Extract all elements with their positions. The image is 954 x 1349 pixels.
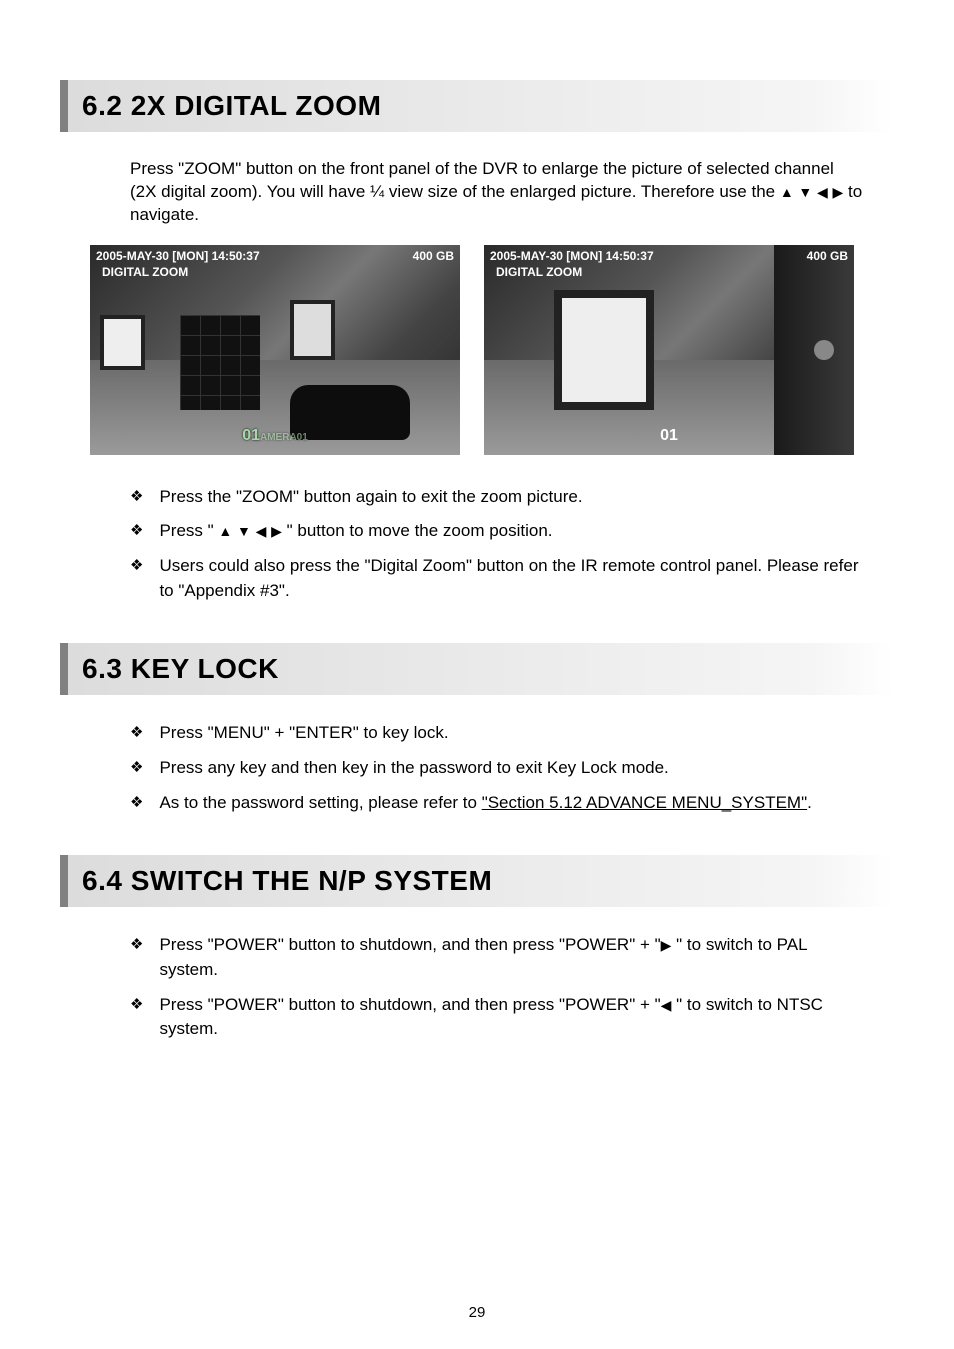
list-item: ❖ Press " ▲ ▼ ◀ ▶ " button to move the z… (130, 519, 864, 544)
list-item: ❖ Press any key and then key in the pass… (130, 756, 864, 781)
osd-mode-label: DIGITAL ZOOM (496, 265, 582, 279)
bullet-pre: Press "POWER" button to shutdown, and th… (159, 995, 660, 1014)
screenshot-shelf-icon (180, 315, 260, 410)
osd-capacity: 400 GB (807, 249, 848, 263)
list-item: ❖ Press the "ZOOM" button again to exit … (130, 485, 864, 510)
section-heading-zoom: 6.2 2X DIGITAL ZOOM (60, 80, 894, 132)
zoom-intro-paragraph: Press "ZOOM" button on the front panel o… (130, 158, 864, 227)
heading-np-text: 6.4 SWITCH THE N/P SYSTEM (82, 865, 880, 897)
bullet-text: Users could also press the "Digital Zoom… (159, 554, 864, 603)
screenshot-knob-icon (814, 340, 834, 360)
bullet-icon: ❖ (130, 485, 143, 509)
screenshot-right: 2005-MAY-30 [MON] 14:50:37 400 GB DIGITA… (484, 245, 854, 455)
screenshot-frame-icon (554, 290, 654, 410)
list-item: ❖ Press "POWER" button to shutdown, and … (130, 993, 864, 1042)
osd-channel-label: 01AMERA01 (90, 427, 460, 445)
list-item: ❖ As to the password setting, please ref… (130, 791, 864, 816)
bullet-icon: ❖ (130, 933, 143, 957)
bullet-icon: ❖ (130, 519, 143, 543)
osd-camera-tag: AMERA01 (260, 432, 308, 443)
list-item: ❖ Users could also press the "Digital Zo… (130, 554, 864, 603)
section-heading-keylock: 6.3 KEY LOCK (60, 643, 894, 695)
list-item: ❖ Press "MENU" + "ENTER" to key lock. (130, 721, 864, 746)
heading-keylock-text: 6.3 KEY LOCK (82, 653, 880, 685)
screenshot-left: 2005-MAY-30 [MON] 14:50:37 400 GB DIGITA… (90, 245, 460, 455)
screenshot-row: 2005-MAY-30 [MON] 14:50:37 400 GB DIGITA… (90, 245, 864, 455)
bullet-text: Press "MENU" + "ENTER" to key lock. (159, 721, 864, 746)
np-bullet-list: ❖ Press "POWER" button to shutdown, and … (130, 933, 864, 1042)
bullet-icon: ❖ (130, 721, 143, 745)
bullet-icon: ❖ (130, 791, 143, 815)
keylock-bullet-list: ❖ Press "MENU" + "ENTER" to key lock. ❖ … (130, 721, 864, 815)
arrow-right-icon: ▶ (271, 521, 282, 541)
bullet-pre: Press "POWER" button to shutdown, and th… (159, 935, 660, 954)
page-number: 29 (0, 1304, 954, 1321)
osd-timestamp: 2005-MAY-30 [MON] 14:50:37 (490, 249, 654, 263)
cross-reference-link: "Section 5.12 ADVANCE MENU_SYSTEM" (482, 793, 807, 812)
list-item: ❖ Press "POWER" button to shutdown, and … (130, 933, 864, 982)
osd-capacity: 400 GB (413, 249, 454, 263)
bullet-icon: ❖ (130, 756, 143, 780)
arrow-right-icon: ▶ (661, 935, 672, 955)
bullet-icon: ❖ (130, 993, 143, 1017)
arrow-right-icon: ▶ (833, 183, 844, 202)
bullet-text: Press "POWER" button to shutdown, and th… (159, 933, 864, 982)
arrow-up-icon: ▲ (780, 183, 794, 202)
bullet-text: Press "POWER" button to shutdown, and th… (159, 993, 864, 1042)
bullet-post: " button to move the zoom position. (287, 521, 553, 540)
bullet-post: . (807, 793, 812, 812)
bullet-text: Press " ▲ ▼ ◀ ▶ " button to move the zoo… (159, 519, 864, 544)
arrow-left-icon: ◀ (256, 521, 267, 541)
osd-top-row: 2005-MAY-30 [MON] 14:50:37 400 GB (96, 249, 454, 263)
bullet-text: Press any key and then key in the passwo… (159, 756, 864, 781)
bullet-text: Press the "ZOOM" button again to exit th… (159, 485, 864, 510)
section-heading-np: 6.4 SWITCH THE N/P SYSTEM (60, 855, 894, 907)
zoom-intro-pre: Press "ZOOM" button on the front panel o… (130, 159, 834, 201)
arrow-down-icon: ▼ (798, 183, 812, 202)
bullet-pre: Press " (159, 521, 213, 540)
arrow-down-icon: ▼ (237, 521, 251, 541)
zoom-bullet-list: ❖ Press the "ZOOM" button again to exit … (130, 485, 864, 604)
arrow-up-icon: ▲ (218, 521, 232, 541)
osd-timestamp: 2005-MAY-30 [MON] 14:50:37 (96, 249, 260, 263)
screenshot-frame2-icon (290, 300, 335, 360)
osd-mode-label: DIGITAL ZOOM (102, 265, 188, 279)
bullet-icon: ❖ (130, 554, 143, 578)
bullet-text: As to the password setting, please refer… (159, 791, 864, 816)
heading-zoom-text: 6.2 2X DIGITAL ZOOM (82, 90, 880, 122)
osd-channel-label: 01 (484, 427, 854, 445)
arrow-left-icon: ◀ (817, 183, 828, 202)
osd-top-row: 2005-MAY-30 [MON] 14:50:37 400 GB (490, 249, 848, 263)
bullet-pre: As to the password setting, please refer… (159, 793, 481, 812)
arrow-left-icon: ◀ (661, 995, 672, 1015)
screenshot-frame-icon (100, 315, 145, 370)
osd-channel-num: 01 (242, 427, 260, 444)
